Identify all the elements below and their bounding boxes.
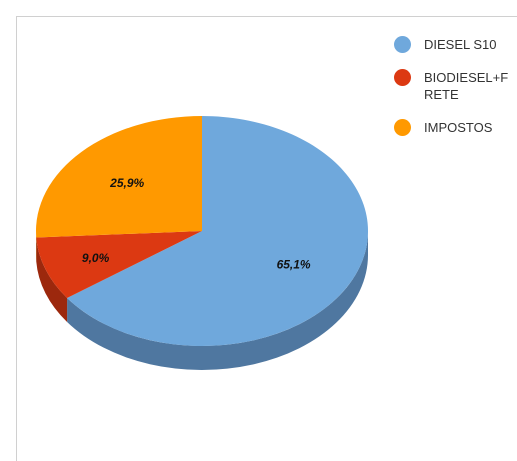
pie-side-biodiesel-frete <box>36 237 68 323</box>
pie-slice-biodiesel-frete[interactable] <box>36 231 202 299</box>
pie-slice-diesel-s10[interactable] <box>67 116 369 346</box>
legend-label: BIODIESEL+FRETE <box>424 70 509 102</box>
legend-swatch <box>394 119 411 136</box>
legend-label: DIESEL S10 <box>424 37 497 52</box>
legend-swatch <box>394 69 411 86</box>
legend-swatch <box>394 36 411 53</box>
pie-slice-impostos[interactable] <box>36 116 202 238</box>
chart-frame <box>16 16 517 461</box>
legend-item-impostos[interactable]: IMPOSTOS <box>394 119 512 136</box>
data-label-impostos: 25,9% <box>109 176 144 190</box>
legend: DIESEL S10 BIODIESEL+FRETE IMPOSTOS <box>394 36 512 152</box>
legend-item-biodiesel-frete[interactable]: BIODIESEL+FRETE <box>394 69 512 103</box>
pie-sides <box>36 231 368 370</box>
pie-slices <box>36 116 369 346</box>
pie-data-labels: 65,1% 9,0% 25,9% <box>82 176 311 272</box>
legend-item-diesel-s10[interactable]: DIESEL S10 <box>394 36 512 53</box>
data-label-diesel-s10: 65,1% <box>277 258 311 272</box>
pie-side-diesel-s10 <box>67 231 368 370</box>
legend-label: IMPOSTOS <box>424 120 493 135</box>
data-label-biodiesel-frete: 9,0% <box>82 251 110 265</box>
